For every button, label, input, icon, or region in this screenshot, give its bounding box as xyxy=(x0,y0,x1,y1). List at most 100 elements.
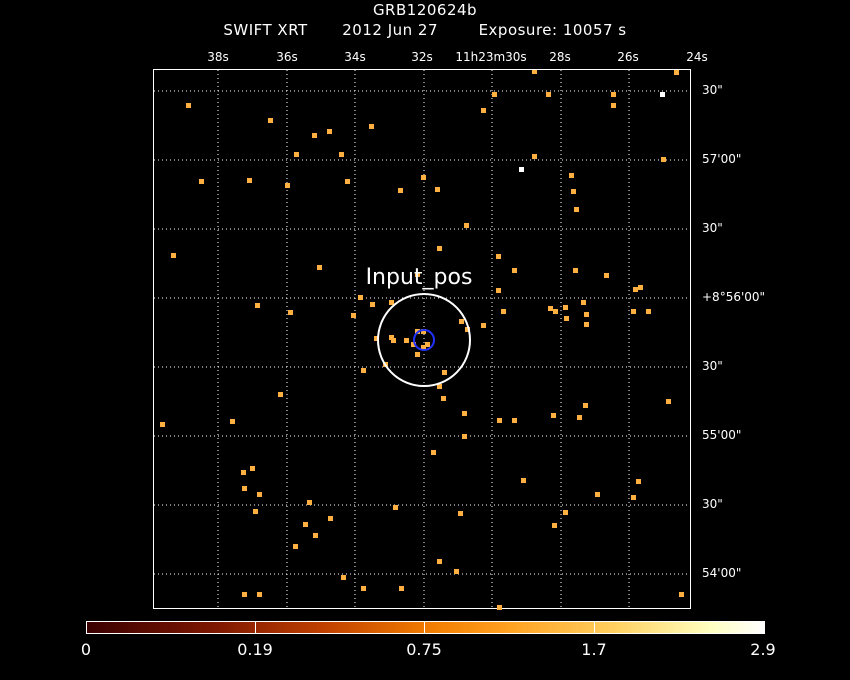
input-pos-label: Input_pos xyxy=(366,265,473,290)
photon-pixel xyxy=(268,118,273,123)
photon-pixel xyxy=(421,329,426,334)
photon-pixel xyxy=(437,246,442,251)
exposure-label: Exposure: 10057 s xyxy=(478,21,627,39)
photon-pixel xyxy=(519,167,524,172)
photon-pixel xyxy=(288,310,293,315)
ra-tick-label: 24s xyxy=(686,50,708,64)
photon-pixel xyxy=(389,335,394,340)
photon-pixel xyxy=(431,450,436,455)
image-frame: Input_pos xyxy=(153,69,692,610)
photon-pixel xyxy=(370,302,375,307)
photon-pixel xyxy=(345,179,350,184)
photon-pixel xyxy=(631,495,636,500)
photon-pixel xyxy=(532,154,537,159)
photon-pixel xyxy=(425,342,430,347)
photon-pixel xyxy=(230,419,235,424)
colorbar-tick-label: 2.9 xyxy=(750,640,776,659)
photon-pixel xyxy=(358,295,363,300)
photon-pixel xyxy=(496,254,501,259)
photon-pixel xyxy=(415,352,420,357)
ra-tick-label: 36s xyxy=(276,50,298,64)
dec-tick-label: 30" xyxy=(702,221,723,235)
photon-pixel xyxy=(577,415,582,420)
photon-pixel xyxy=(317,265,322,270)
dec-tick-label: 30" xyxy=(702,83,723,97)
photon-pixel xyxy=(247,178,252,183)
photon-pixel xyxy=(492,92,497,97)
photon-pixel xyxy=(563,305,568,310)
photon-pixel xyxy=(497,605,502,610)
photon-pixel xyxy=(294,152,299,157)
photon-pixel xyxy=(569,173,574,178)
photon-pixel xyxy=(242,592,247,597)
photon-pixel xyxy=(415,272,420,277)
photon-pixel xyxy=(458,511,463,516)
photon-pixel xyxy=(679,592,684,597)
photon-pixel xyxy=(411,342,416,347)
photon-pixel xyxy=(303,522,308,527)
photon-pixel xyxy=(257,492,262,497)
photon-pixel xyxy=(255,303,260,308)
photon-pixel xyxy=(462,411,467,416)
photon-pixel xyxy=(250,466,255,471)
photon-pixel xyxy=(160,422,165,427)
photon-pixel xyxy=(278,392,283,397)
photon-pixel xyxy=(398,188,403,193)
photon-pixel xyxy=(171,253,176,258)
photon-pixel xyxy=(564,316,569,321)
photon-pixel xyxy=(551,413,556,418)
photon-pixel xyxy=(437,384,442,389)
photon-pixel xyxy=(242,486,247,491)
dec-tick-label: 30" xyxy=(702,359,723,373)
photon-pixel xyxy=(611,92,616,97)
photon-pixel xyxy=(393,505,398,510)
photon-pixel xyxy=(293,544,298,549)
photon-pixel xyxy=(327,129,332,134)
ra-tick-label: 28s xyxy=(549,50,571,64)
photon-pixel xyxy=(552,523,557,528)
photon-pixel xyxy=(421,345,426,350)
photon-pixel xyxy=(421,175,426,180)
source-circle xyxy=(413,329,435,351)
photon-pixel xyxy=(442,370,447,375)
photon-pixel xyxy=(361,586,366,591)
photon-pixel xyxy=(328,516,333,521)
dec-tick-label: +8°56'00" xyxy=(702,290,766,304)
photon-pixel xyxy=(636,479,641,484)
image-subtitle: SWIFT XRT 2012 Jun 27 Exposure: 10057 s xyxy=(0,21,850,39)
date-label: 2012 Jun 27 xyxy=(342,21,438,39)
photon-pixel xyxy=(584,312,589,317)
photon-pixel xyxy=(199,179,204,184)
photon-pixel xyxy=(633,287,638,292)
photon-pixel xyxy=(595,492,600,497)
photon-pixel xyxy=(454,569,459,574)
dec-tick-label: 57'00" xyxy=(702,152,742,166)
photon-pixel xyxy=(546,92,551,97)
photon-pixel xyxy=(481,323,486,328)
photon-pixel xyxy=(646,309,651,314)
colorbar-tick-mark xyxy=(255,621,256,634)
photon-pixel xyxy=(661,157,666,162)
photon-pixel xyxy=(501,309,506,314)
photon-pixel xyxy=(307,500,312,505)
colorbar-tick-label: 0 xyxy=(80,640,92,659)
photon-pixel xyxy=(339,152,344,157)
photon-pixel xyxy=(464,223,469,228)
ra-tick-label: 32s xyxy=(411,50,433,64)
photon-pixel xyxy=(532,70,537,74)
photon-pixel xyxy=(341,575,346,580)
colorbar-tick-mark xyxy=(424,621,425,634)
photon-pixel xyxy=(521,478,526,483)
photon-pixel xyxy=(391,338,396,343)
photon-pixel xyxy=(459,319,464,324)
photon-pixel xyxy=(584,322,589,327)
photon-pixel xyxy=(389,300,394,305)
photon-pixel xyxy=(437,559,442,564)
photon-pixel xyxy=(631,309,636,314)
colorbar-tick-label: 0.19 xyxy=(237,640,273,659)
photon-pixel xyxy=(186,103,191,108)
photon-pixel xyxy=(404,338,409,343)
colorbar-tick-label: 1.7 xyxy=(581,640,607,659)
photon-pixel xyxy=(581,300,586,305)
dec-tick-label: 30" xyxy=(702,497,723,511)
